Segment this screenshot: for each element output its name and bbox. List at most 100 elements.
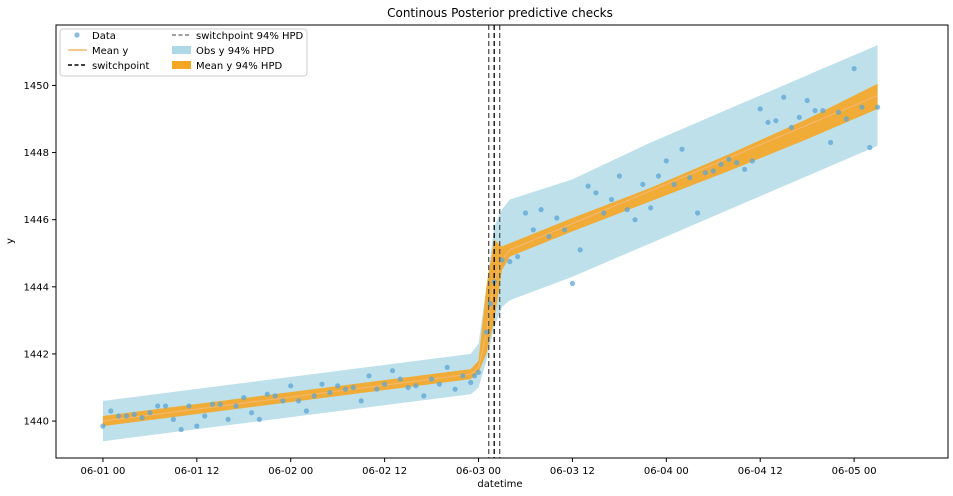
plot-frame xyxy=(55,24,949,459)
data-point xyxy=(421,393,427,399)
data-point xyxy=(679,146,685,152)
data-point xyxy=(695,210,701,216)
data-point xyxy=(483,329,489,335)
data-point xyxy=(147,410,153,416)
x-tick-label: 06-02 12 xyxy=(362,466,407,477)
y-axis-label: y xyxy=(5,238,16,244)
x-tick-label: 06-05 00 xyxy=(832,466,877,477)
data-point xyxy=(569,280,576,287)
data-point xyxy=(475,369,482,375)
data-point xyxy=(487,301,493,307)
data-point xyxy=(225,416,231,422)
legend-label: Mean y 94% HPD xyxy=(196,61,282,72)
data-point xyxy=(671,181,677,187)
data-point xyxy=(374,386,380,392)
data-point xyxy=(648,205,654,211)
data-point xyxy=(366,373,372,379)
data-point xyxy=(593,190,599,196)
obs-y-hpd-band xyxy=(102,45,878,442)
data-point xyxy=(765,119,771,125)
y-tick-label: 1446 xyxy=(24,215,49,226)
data-point xyxy=(100,423,106,429)
x-axis: 06-01 00 06-01 12 06-02 00 06-02 12 06-03 00… xyxy=(80,458,877,477)
data-point xyxy=(835,109,842,115)
y-tick-label: 1450 xyxy=(24,81,49,92)
data-point xyxy=(632,217,638,223)
x-tick-label: 06-04 00 xyxy=(644,466,689,477)
x-axis-label: datetime xyxy=(477,479,522,490)
data-point xyxy=(828,139,834,146)
data-point xyxy=(288,383,294,389)
data-point xyxy=(726,156,732,162)
data-point xyxy=(538,207,544,213)
data-point xyxy=(788,124,795,130)
data-point xyxy=(640,181,646,187)
data-point xyxy=(718,161,724,167)
data-point xyxy=(499,257,505,263)
data-point xyxy=(108,408,114,414)
data-point xyxy=(781,94,787,100)
data-point xyxy=(468,379,474,386)
data-point xyxy=(820,108,826,114)
data-point xyxy=(702,170,709,176)
chart-title: Continous Posterior predictive checks xyxy=(387,6,613,20)
data-point xyxy=(131,411,137,417)
x-tick-label: 06-02 00 xyxy=(268,466,313,477)
y-axis: 1440 1442 1444 1446 1448 1450 xyxy=(24,81,56,428)
y-tick-label: 1448 xyxy=(24,148,49,159)
data-point xyxy=(241,395,247,401)
data-point xyxy=(472,373,478,379)
data-point xyxy=(413,383,419,389)
data-point xyxy=(875,104,881,110)
data-point xyxy=(327,389,333,396)
data-point xyxy=(405,384,411,391)
legend: Data Mean y switchpoint switchpoint 94% HPD… xyxy=(59,28,308,77)
legend-handle xyxy=(172,61,191,69)
data-point xyxy=(867,144,873,151)
data-point xyxy=(749,158,756,164)
data-point xyxy=(217,401,223,407)
data-point xyxy=(202,413,208,419)
data-point xyxy=(429,376,435,382)
legend-label: Mean y xyxy=(92,46,128,57)
data-point xyxy=(170,416,176,422)
data-point xyxy=(280,398,286,404)
data-point xyxy=(249,410,255,416)
data-point xyxy=(264,391,270,397)
y-tick-label: 1444 xyxy=(24,282,49,293)
data-point xyxy=(530,227,536,233)
data-point xyxy=(272,393,278,399)
data-point xyxy=(742,166,748,172)
data-point xyxy=(209,401,216,407)
data-point xyxy=(515,254,521,260)
data-point xyxy=(444,364,450,370)
data-point xyxy=(296,398,302,404)
data-point xyxy=(608,196,615,203)
data-point xyxy=(554,215,560,221)
data-point xyxy=(663,158,669,164)
data-point xyxy=(358,398,364,404)
data-point xyxy=(436,381,442,387)
data-point xyxy=(233,403,239,409)
data-point xyxy=(804,97,810,104)
y-tick-label: 1440 xyxy=(24,417,49,428)
data-point xyxy=(585,183,591,189)
data-point xyxy=(734,160,740,166)
data-point xyxy=(562,227,568,233)
legend-handle xyxy=(74,32,80,38)
data-point xyxy=(812,108,818,114)
x-tick-label: 06-01 00 xyxy=(80,466,125,477)
data-point xyxy=(186,403,192,409)
data-point xyxy=(389,368,396,374)
data-point xyxy=(601,210,607,216)
data-point xyxy=(796,114,802,120)
data-point xyxy=(342,386,349,392)
data-point xyxy=(452,386,458,392)
data-point xyxy=(311,393,317,399)
data-point xyxy=(155,403,161,409)
x-tick-label: 06-01 12 xyxy=(174,466,219,477)
mean-y-line xyxy=(102,94,878,422)
x-tick-label: 06-03 00 xyxy=(456,466,501,477)
data-point xyxy=(859,104,865,110)
